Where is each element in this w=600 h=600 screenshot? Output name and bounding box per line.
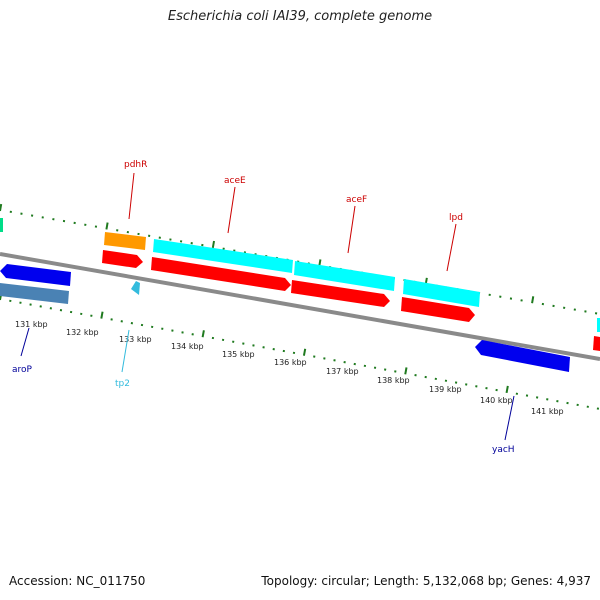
feature-aroP-cds[interactable]	[0, 283, 69, 304]
gene-label-leader	[20, 327, 30, 357]
scale-label: 141 kbp	[531, 407, 564, 416]
scale-label: 139 kbp	[429, 385, 462, 394]
gene-label-leader	[227, 186, 236, 234]
outer-tick-ring	[0, 203, 598, 315]
accession-text: Accession: NC_011750	[9, 574, 146, 588]
scale-label: 135 kbp	[222, 350, 255, 359]
feature-pdhR-gene[interactable]	[104, 232, 146, 250]
scale-label: 134 kbp	[171, 342, 204, 351]
gene-label-leader	[446, 223, 457, 272]
feature-tp2[interactable]	[131, 281, 140, 295]
feature-aceF-cds[interactable]	[291, 280, 390, 307]
inner-ring-tick	[505, 385, 509, 394]
inner-ring-tick	[302, 348, 307, 356]
gene-label-leader	[504, 395, 515, 441]
outer-ring-tick	[0, 203, 3, 212]
scale-label: 133 kbp	[119, 335, 152, 344]
gene-label-aceE[interactable]: aceE	[224, 176, 246, 186]
inner-ring-tick	[404, 367, 408, 375]
feature-green-partial	[0, 218, 3, 232]
gene-label-tp2[interactable]: tp2	[115, 379, 130, 389]
gene-label-yacH[interactable]: yacH	[492, 445, 515, 455]
gene-label-leader	[121, 329, 130, 373]
outer-ring-tick	[105, 222, 109, 230]
feature-aceE-cds[interactable]	[151, 257, 291, 291]
feature-aceE-gene[interactable]	[153, 239, 293, 273]
outer-ring-tick	[531, 296, 535, 304]
inner-tick-ring	[0, 292, 600, 410]
scale-label: 131 kbp	[15, 320, 48, 329]
inner-ring-tick	[100, 311, 104, 319]
scale-label: 132 kbp	[66, 328, 99, 337]
feature-aroP-gene[interactable]	[0, 264, 71, 286]
map-title: Escherichia coli IAI39, complete genome	[167, 9, 433, 24]
inner-ring-tick	[201, 330, 205, 338]
topology-summary: Topology: circular; Length: 5,132,068 bp…	[261, 574, 591, 588]
outer-ring-tick	[211, 240, 216, 249]
feature-lpd-gene[interactable]	[403, 279, 480, 307]
scale-label: 138 kbp	[377, 376, 410, 385]
feature-red-partial-right	[593, 336, 600, 351]
scale-label: 140 kbp	[480, 396, 513, 405]
gene-labels: pdhR aceE aceF lpd aroP tp2 yacH	[12, 160, 515, 455]
genome-backbone	[0, 252, 600, 361]
gene-label-aceF[interactable]: aceF	[346, 195, 367, 205]
gene-label-leader	[347, 205, 356, 254]
gene-label-leader	[128, 172, 135, 220]
scale-label: 136 kbp	[274, 358, 307, 367]
feature-aceF-gene[interactable]	[294, 261, 395, 291]
gene-label-lpd[interactable]: lpd	[449, 213, 463, 223]
scale-labels: 131 kbp 132 kbp 133 kbp 134 kbp 135 kbp 136 k…	[15, 320, 564, 416]
scale-label: 137 kbp	[326, 367, 359, 376]
gene-label-pdhR[interactable]: pdhR	[124, 160, 147, 170]
feature-pdhR-cds[interactable]	[102, 250, 143, 268]
gene-label-aroP[interactable]: aroP	[12, 365, 33, 375]
feature-lpd-cds[interactable]	[401, 297, 475, 322]
feature-cyan-partial-right	[597, 318, 600, 332]
feature-yacH-gene[interactable]	[475, 340, 570, 372]
